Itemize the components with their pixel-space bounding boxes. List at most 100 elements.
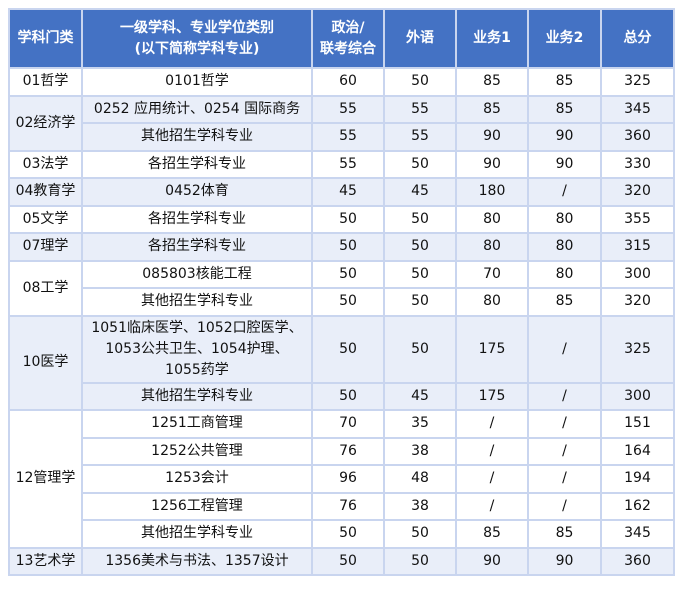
total-cell: 320: [600, 177, 675, 207]
subject-cell: 085803核能工程: [81, 259, 313, 289]
table-row: 03法学 各招生学科专业 55 50 90 90 330: [8, 149, 675, 179]
table-row: 07理学 各招生学科专业 50 50 80 80 315: [8, 232, 675, 262]
politics-cell: 50: [311, 314, 385, 384]
subject-cell: 1256工程管理: [81, 491, 313, 521]
course1-cell: /: [455, 409, 529, 439]
subject-cell: 其他招生学科专业: [81, 381, 313, 411]
table-row: 其他招生学科专业 50 50 85 85 345: [9, 519, 675, 549]
subject-cell: 其他招生学科专业: [81, 122, 313, 152]
total-cell: 315: [600, 232, 675, 262]
category-cell: 10医学: [8, 314, 83, 411]
total-cell: 300: [600, 381, 675, 411]
table-row: 其他招生学科专业 55 55 90 90 360: [9, 122, 675, 152]
course2-cell: /: [527, 177, 602, 207]
table-row: 其他招生学科专业 50 45 175/300: [9, 381, 675, 411]
course2-cell: 80: [527, 232, 602, 262]
course2-cell: /: [527, 464, 602, 494]
language-cell: 45: [383, 381, 457, 411]
table-row: 10医学 1051临床医学、1052口腔医学、 1053公共卫生、1054护理、 …: [8, 314, 675, 411]
politics-cell: 45: [311, 177, 385, 207]
language-cell: 50: [383, 232, 457, 262]
course2-cell: 90: [527, 122, 602, 152]
politics-cell: 96: [311, 464, 385, 494]
course1-cell: 175: [455, 314, 529, 384]
header-row: 学科门类 一级学科、专业学位类别 (以下简称学科专业) 政治/ 联考综合 外语 业务1 业…: [8, 8, 675, 69]
category-cell: 12管理学: [8, 409, 83, 549]
subject-cell: 0452体育: [81, 177, 313, 207]
course1-cell: /: [455, 436, 529, 466]
table-row: 01哲学 0101哲学 60 50 85 85 325: [8, 67, 675, 97]
language-cell: 45: [383, 177, 457, 207]
course2-cell: 85: [527, 519, 602, 549]
subject-cell: 各招生学科专业: [81, 204, 313, 234]
language-cell: 50: [383, 149, 457, 179]
subject-cell: 其他招生学科专业: [81, 519, 313, 549]
course1-cell: 80: [455, 287, 529, 317]
course1-cell: 85: [455, 94, 529, 124]
table-row: 1252公共管理 76 38//164: [9, 436, 675, 466]
course1-cell: 80: [455, 204, 529, 234]
category-cell: 05文学: [8, 204, 83, 234]
politics-cell: 70: [311, 409, 385, 439]
language-cell: 35: [383, 409, 457, 439]
total-cell: 360: [600, 122, 675, 152]
total-cell: 194: [600, 464, 675, 494]
subject-cell: 1251工商管理: [81, 409, 313, 439]
language-cell: 48: [383, 464, 457, 494]
course2-cell: /: [527, 381, 602, 411]
table-row: 04教育学 0452体育 45 45 180/320: [8, 177, 675, 207]
table-row: 其他招生学科专业 50 50 80 85 320: [9, 287, 675, 317]
table-row: 12管理学 1251工商管理 70 35//151: [8, 409, 675, 549]
subject-cell: 其他招生学科专业: [81, 287, 313, 317]
course2-cell: 85: [527, 67, 602, 97]
politics-cell: 50: [311, 381, 385, 411]
politics-cell: 76: [311, 436, 385, 466]
course2-cell: 90: [527, 546, 602, 576]
politics-cell: 55: [311, 149, 385, 179]
total-cell: 330: [600, 149, 675, 179]
course1-cell: 90: [455, 149, 529, 179]
language-cell: 38: [383, 436, 457, 466]
subject-cell: 各招生学科专业: [81, 149, 313, 179]
total-cell: 325: [600, 314, 675, 384]
course1-cell: 85: [455, 519, 529, 549]
header-course2: 业务2: [527, 8, 602, 69]
course2-cell: 80: [527, 259, 602, 289]
language-cell: 55: [383, 94, 457, 124]
total-cell: 164: [600, 436, 675, 466]
total-cell: 325: [600, 67, 675, 97]
politics-cell: 50: [311, 287, 385, 317]
course1-cell: 175: [455, 381, 529, 411]
total-cell: 355: [600, 204, 675, 234]
category-cell: 08工学: [8, 259, 83, 317]
table-row: 13艺术学 1356美术与书法、1357设计 50 50 90 90 360: [8, 546, 675, 576]
language-cell: 50: [383, 204, 457, 234]
table-row: 1253会计 96 48//194: [9, 464, 675, 494]
language-cell: 55: [383, 122, 457, 152]
subject-cell: 1252公共管理: [81, 436, 313, 466]
politics-cell: 50: [311, 232, 385, 262]
course2-cell: 90: [527, 149, 602, 179]
category-cell: 02经济学: [8, 94, 83, 152]
category-cell: 01哲学: [8, 67, 83, 97]
politics-cell: 55: [311, 94, 385, 124]
category-cell: 04教育学: [8, 177, 83, 207]
header-language: 外语: [383, 8, 457, 69]
politics-cell: 50: [311, 519, 385, 549]
course1-cell: 90: [455, 546, 529, 576]
table-row: 08工学 085803核能工程 50 50 70 80 300: [8, 259, 675, 317]
total-cell: 345: [600, 519, 675, 549]
course2-cell: 80: [527, 204, 602, 234]
subject-cell: 1051临床医学、1052口腔医学、 1053公共卫生、1054护理、 1055…: [81, 314, 313, 384]
table-row: 1256工程管理 76 38//162: [9, 491, 675, 521]
table-body: 01哲学 0101哲学 60 50 85 85 325 02经济学 0252 应用统计、0254…: [8, 67, 675, 576]
category-cell: 03法学: [8, 149, 83, 179]
course1-cell: 80: [455, 232, 529, 262]
total-cell: 162: [600, 491, 675, 521]
header-course1: 业务1: [455, 8, 529, 69]
course1-cell: /: [455, 491, 529, 521]
subject-cell: 各招生学科专业: [81, 232, 313, 262]
total-cell: 320: [600, 287, 675, 317]
course1-cell: 90: [455, 122, 529, 152]
header-total: 总分: [600, 8, 675, 69]
